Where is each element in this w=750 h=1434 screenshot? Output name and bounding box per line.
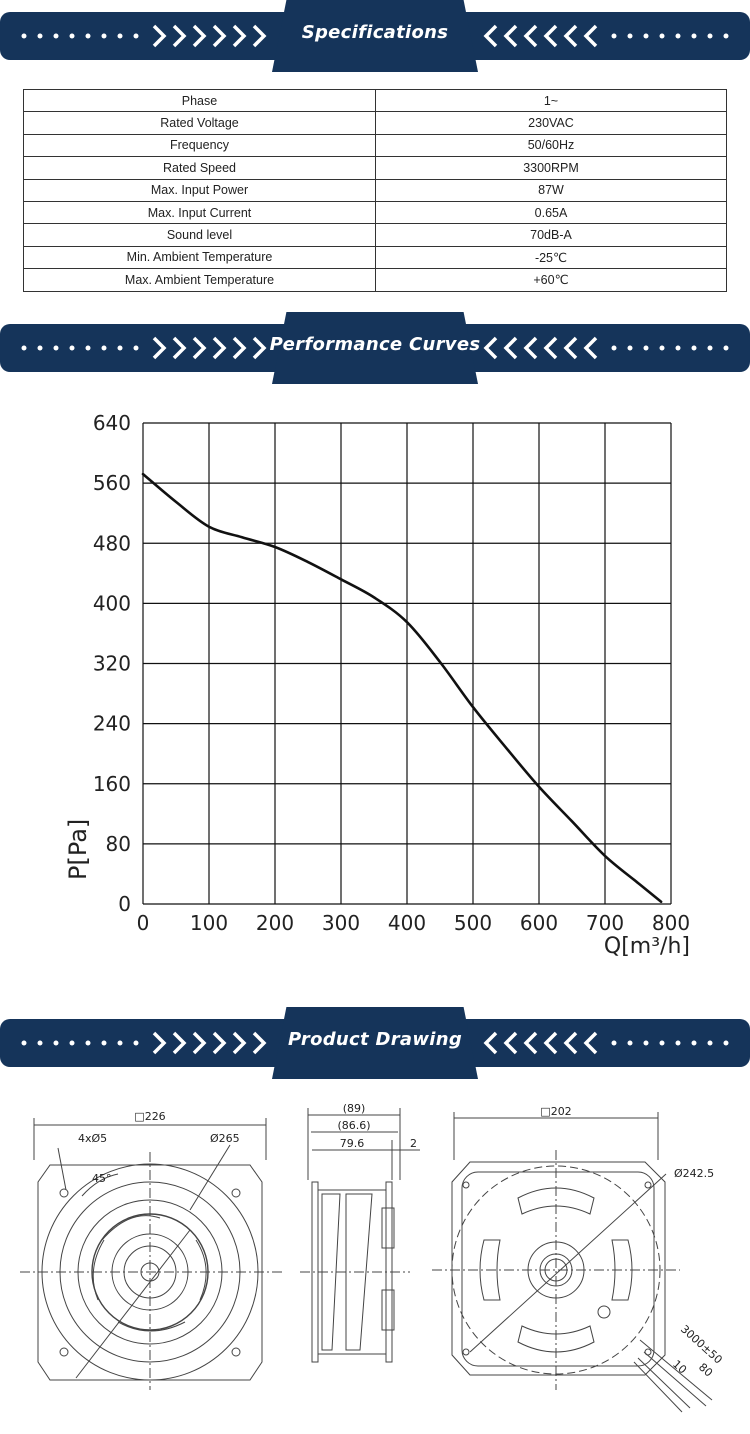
spec-value: 1~ xyxy=(375,88,727,113)
cable-strip-80-label: 80 xyxy=(696,1361,715,1380)
spec-row: Max. Input Power 87W xyxy=(23,178,727,202)
dots-chevrons-right-icon xyxy=(21,1031,267,1055)
cable-strip-10-label: 10 xyxy=(670,1358,689,1377)
chart-grid xyxy=(142,422,672,905)
x-tick-label: 100 xyxy=(190,911,228,935)
section-title: Performance Curves xyxy=(269,334,481,355)
spec-value: 230VAC xyxy=(375,111,727,135)
dots-chevrons-left-icon xyxy=(483,336,729,360)
spec-value: 50/60Hz xyxy=(375,133,727,158)
rear-view xyxy=(432,1112,713,1413)
spec-value: 87W xyxy=(375,178,727,202)
section-banner-performance: Performance Curves xyxy=(0,312,750,384)
product-drawing: □226 4xØ5 Ø265 45° (89) (86.6) 79.6 2 xyxy=(20,1102,725,1413)
spec-row: Min. Ambient Temperature -25℃ xyxy=(23,245,727,270)
side-depth-label: 79.6 xyxy=(340,1137,365,1150)
spec-label: Max. Input Current xyxy=(23,200,376,225)
section-title: Product Drawing xyxy=(287,1029,463,1050)
x-tick-label: 400 xyxy=(388,911,426,935)
x-tick-label: 200 xyxy=(256,911,294,935)
spec-row: Rated Speed 3300RPM xyxy=(23,156,727,180)
section-banner-specifications: Specifications xyxy=(0,0,750,72)
cable-length-label: 3000±50 xyxy=(678,1323,725,1367)
x-tick-label: 800 xyxy=(652,911,690,935)
x-tick-label: 700 xyxy=(586,911,624,935)
front-view xyxy=(20,1118,285,1390)
y-tick-label: 640 xyxy=(93,411,131,435)
spec-row: Frequency 50/60Hz xyxy=(23,133,727,158)
side-view xyxy=(300,1108,420,1363)
spec-value: 0.65A xyxy=(375,200,727,225)
y-axis-label: P[Pa] xyxy=(64,819,92,880)
dots-chevrons-right-icon xyxy=(21,336,267,360)
spec-value: 3300RPM xyxy=(375,156,727,180)
specifications-table: Phase 1~ Rated Voltage 230VAC Frequency 50/60… xyxy=(23,88,727,292)
rear-width-label: □202 xyxy=(540,1105,571,1118)
dots-chevrons-left-icon xyxy=(483,24,729,48)
spec-value: 70dB-A xyxy=(375,223,727,247)
spec-row: Phase 1~ xyxy=(23,88,727,113)
y-tick-label: 320 xyxy=(93,652,131,676)
performance-curve-chart: 0 100 200 300 400 500 600 700 800 0 80 160 240 320 400… xyxy=(64,411,690,959)
spec-label: Sound level xyxy=(23,223,376,247)
x-tick-label: 500 xyxy=(454,911,492,935)
spec-row: Max. Ambient Temperature +60℃ xyxy=(23,268,727,292)
y-tick-label: 0 xyxy=(118,892,131,916)
banner-tab xyxy=(272,0,478,72)
front-width-label: □226 xyxy=(134,1110,165,1123)
spec-label: Max. Input Power xyxy=(23,178,376,202)
banner-tab xyxy=(272,312,478,384)
spec-value: -25℃ xyxy=(375,245,727,270)
y-tick-label: 80 xyxy=(106,832,131,856)
y-tick-label: 240 xyxy=(93,712,131,736)
y-tick-label: 160 xyxy=(93,772,131,796)
angle-label: 45° xyxy=(92,1172,112,1185)
spec-row: Sound level 70dB-A xyxy=(23,223,727,247)
dots-chevrons-right-icon xyxy=(21,24,267,48)
rear-diameter-label: Ø242.5 xyxy=(674,1167,714,1180)
spec-row: Max. Input Current 0.65A xyxy=(23,200,727,225)
side-flange-label: 2 xyxy=(410,1137,417,1150)
side-inner-label: (86.6) xyxy=(337,1119,370,1132)
spec-row: Rated Voltage 230VAC xyxy=(23,111,727,135)
spec-label: Max. Ambient Temperature xyxy=(23,268,376,292)
banner-tab xyxy=(272,1007,478,1079)
side-overall-label: (89) xyxy=(343,1102,366,1115)
spec-label: Frequency xyxy=(23,133,376,158)
y-tick-label: 480 xyxy=(93,531,131,555)
y-tick-label: 400 xyxy=(93,591,131,615)
x-tick-label: 0 xyxy=(137,911,150,935)
spec-label: Min. Ambient Temperature xyxy=(23,245,376,270)
holes-label: 4xØ5 xyxy=(78,1132,107,1145)
dots-chevrons-left-icon xyxy=(483,1031,729,1055)
pressure-flow-curve xyxy=(141,472,663,904)
x-tick-label: 600 xyxy=(520,911,558,935)
x-tick-label: 300 xyxy=(322,911,360,935)
y-tick-label: 560 xyxy=(93,471,131,495)
chart-ticks: 0 100 200 300 400 500 600 700 800 0 80 160 240 320 400… xyxy=(93,411,690,935)
section-title: Specifications xyxy=(301,22,449,43)
outer-diameter-label: Ø265 xyxy=(210,1132,240,1145)
spec-label: Rated Voltage xyxy=(23,111,376,135)
spec-label: Phase xyxy=(23,88,376,113)
spec-label: Rated Speed xyxy=(23,156,376,180)
x-axis-label: Q[m³/h] xyxy=(604,934,690,959)
section-banner-drawing: Product Drawing xyxy=(0,1007,750,1079)
spec-value: +60℃ xyxy=(375,268,727,292)
